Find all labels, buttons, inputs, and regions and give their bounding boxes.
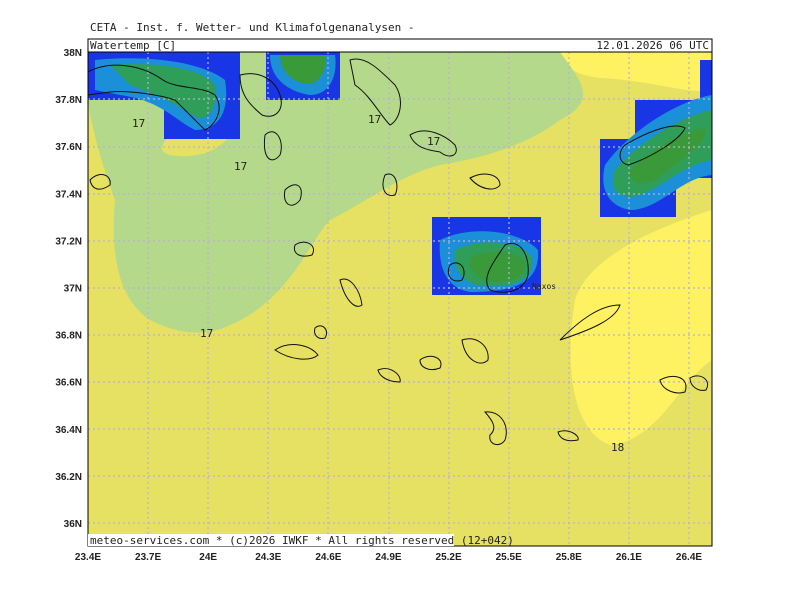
y-axis-label: 37.4N (55, 189, 82, 200)
y-axis-label: 36N (64, 519, 82, 530)
contour-label: 17 (200, 327, 213, 340)
contour-label: 17 (368, 113, 381, 126)
x-axis-label: 25.2E (436, 552, 462, 563)
y-axis-label: 38N (64, 48, 82, 59)
header-bar (87, 38, 713, 53)
grid (88, 52, 712, 546)
contour-label: 17 (234, 160, 247, 173)
place-label: Naxos (532, 282, 556, 291)
y-axis-label: 36.2N (55, 472, 82, 483)
footer: meteo-services.com * (c)2026 IWKF * All … (90, 534, 514, 547)
x-axis-label: 24.6E (315, 552, 341, 563)
coastlines (88, 58, 708, 446)
x-axis-label: 26.4E (676, 552, 702, 563)
x-axis-label: 25.5E (496, 552, 522, 563)
y-axis-label: 37.6N (55, 142, 82, 153)
y-axis-label: 36.8N (55, 331, 82, 342)
contour-label: 17 (427, 135, 440, 148)
contour-label: 18 (611, 441, 624, 454)
y-axis-label: 37N (64, 284, 82, 295)
x-axis-label: 26.1E (616, 552, 642, 563)
map-field: 17 17 17 17 17 18 Naxos (88, 52, 712, 546)
x-axis-label: 23.4E (75, 552, 101, 563)
y-axis-label: 37.8N (55, 95, 82, 106)
x-axis-label: 24.9E (375, 552, 401, 563)
x-axis-label: 25.8E (556, 552, 582, 563)
footer-bar (88, 534, 454, 546)
contour-label: 17 (132, 117, 145, 130)
x-axis-label: 24.3E (255, 552, 281, 563)
datetime: 12.01.2026 06 UTC (596, 39, 709, 52)
y-axis-label: 36.4N (55, 425, 82, 436)
x-axis-label: 23.7E (135, 552, 161, 563)
y-axis-label: 36.6N (55, 378, 82, 389)
axes: 23.4E 23.7E 24E 24.3E 24.6E 24.9E 25.2E 25.5E 25… (55, 48, 702, 563)
y-axis-label: 37.2N (55, 236, 82, 247)
source: CETA - Inst. f. Wetter- und Klimafolgena… (90, 21, 415, 34)
variable: Watertemp [C] (90, 39, 176, 52)
x-axis-label: 24E (199, 552, 217, 563)
